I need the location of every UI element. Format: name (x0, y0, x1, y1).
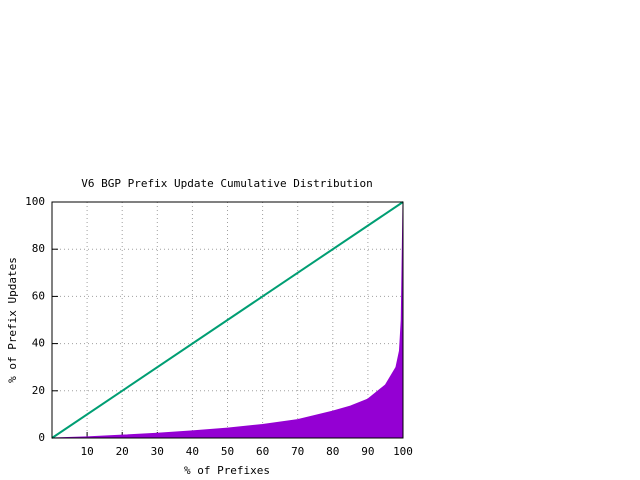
x-tick-label: 100 (393, 445, 413, 458)
x-tick-label: 60 (256, 445, 269, 458)
x-tick-label: 40 (186, 445, 199, 458)
x-tick-label: 70 (291, 445, 304, 458)
plot-frame (51, 201, 404, 439)
y-tick-label: 100 (25, 195, 45, 208)
area (51, 201, 404, 439)
y-tick-label: 0 (38, 431, 45, 444)
line (51, 201, 404, 439)
x-tick-label: 20 (116, 445, 129, 458)
y-tick-label: 60 (32, 289, 45, 302)
x-tick-label: 90 (361, 445, 374, 458)
y-tick-label: 80 (32, 242, 45, 255)
x-tick-label: 80 (326, 445, 339, 458)
chart-title: V6 BGP Prefix Update Cumulative Distribu… (81, 177, 372, 190)
x-tick-label: 50 (221, 445, 234, 458)
y-axis-label: % of Prefix Updates (6, 257, 19, 383)
y-tick-label: 40 (32, 337, 45, 350)
x-tick-label: 10 (80, 445, 93, 458)
y-tick-label: 20 (32, 384, 45, 397)
x-tick-label: 30 (151, 445, 164, 458)
x-axis-label: % of Prefixes (184, 464, 270, 477)
